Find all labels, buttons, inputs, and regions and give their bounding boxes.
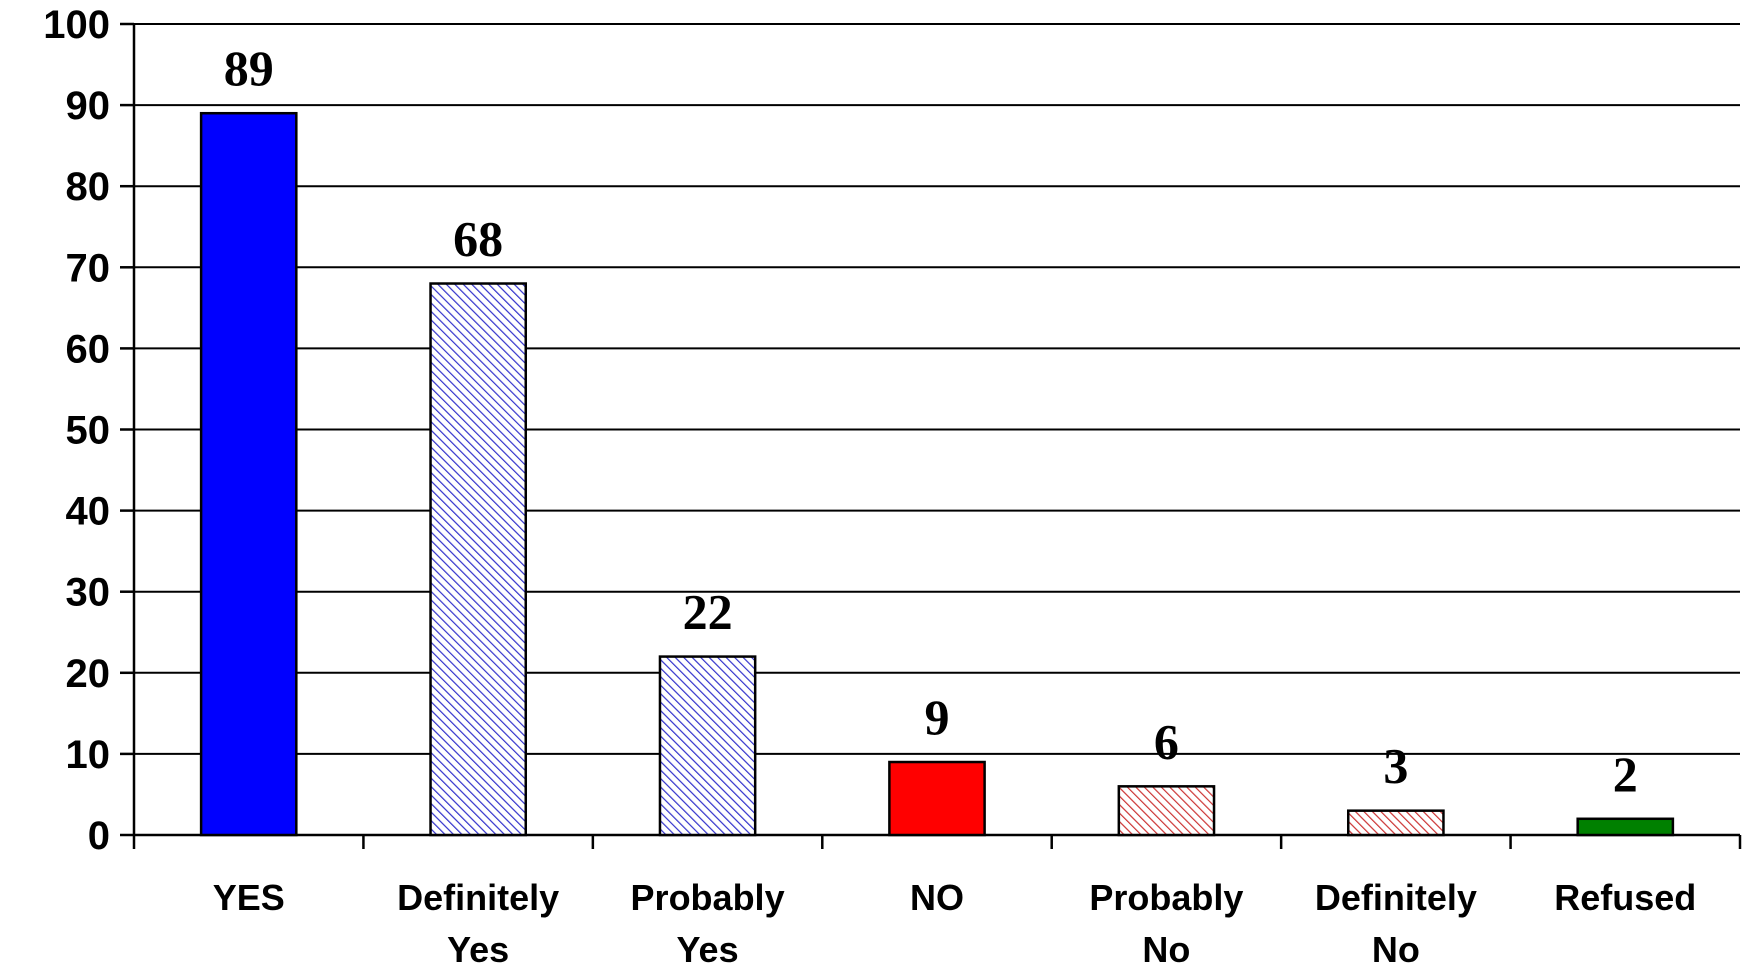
- y-tick-label: 100: [43, 3, 110, 47]
- y-tick-label: 40: [66, 490, 111, 534]
- y-tick-label: 90: [66, 84, 111, 128]
- bar: [199, 111, 298, 837]
- y-tick-label: 50: [66, 409, 111, 453]
- data-label: 6: [1154, 713, 1179, 769]
- y-tick-label: 10: [66, 733, 111, 777]
- bar: [888, 760, 986, 837]
- y-tick-label: 70: [66, 246, 111, 290]
- data-label: 2: [1613, 746, 1638, 802]
- x-tick-label: Definitely Yes: [397, 877, 559, 966]
- bar: [1347, 809, 1445, 837]
- x-tick-label: Definitely No: [1315, 877, 1477, 966]
- y-axis-tick-labels: 0 10 20 30 40 50 60 70 80 90 100: [43, 3, 110, 858]
- data-labels: 89 68 22 9 6 3 2: [224, 40, 1638, 802]
- y-tick-label: 80: [66, 165, 111, 209]
- data-label: 68: [453, 211, 503, 267]
- data-label: 22: [683, 584, 733, 640]
- x-tick-label: Refused: [1554, 877, 1696, 918]
- bar: [1576, 817, 1675, 837]
- bars: [199, 111, 1675, 837]
- y-tick-label: 60: [66, 327, 111, 371]
- y-tick-label: 0: [88, 814, 110, 858]
- data-label: 3: [1383, 738, 1408, 794]
- bar: [1117, 785, 1216, 837]
- bar: [658, 655, 757, 837]
- gridlines: [134, 23, 1740, 755]
- y-tick-label: 20: [66, 652, 111, 696]
- x-tick-label: Probably No: [1089, 877, 1243, 966]
- data-label: 9: [925, 689, 950, 745]
- bar: [429, 282, 527, 837]
- y-tick-label: 30: [66, 571, 111, 615]
- x-tick-label: YES: [213, 877, 285, 918]
- x-tick-label: Probably Yes: [631, 877, 785, 966]
- x-tick-label: NO: [910, 877, 964, 918]
- x-axis-tick-labels: YES Definitely Yes Probably Yes NO Probably No D…: [213, 877, 1697, 966]
- data-label: 89: [224, 40, 274, 96]
